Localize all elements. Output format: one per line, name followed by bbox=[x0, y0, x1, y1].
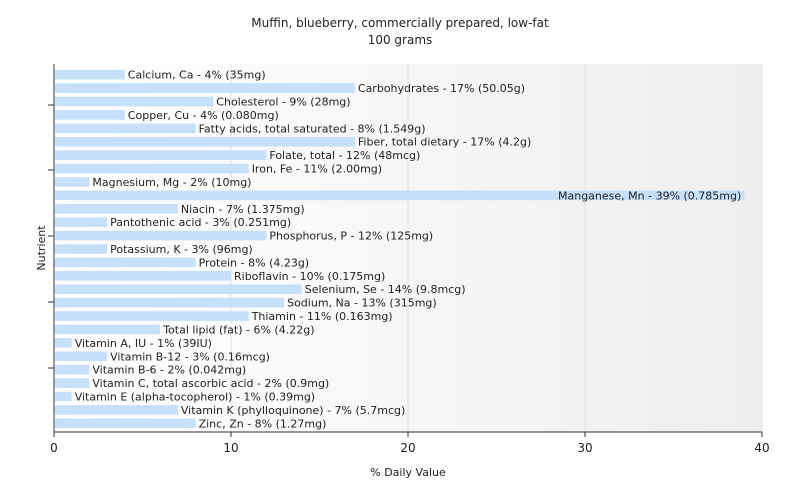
bar bbox=[55, 324, 161, 335]
bar-label: Iron, Fe - 11% (2.00mg) bbox=[252, 163, 382, 176]
bar bbox=[55, 257, 196, 268]
chart-title: Muffin, blueberry, commercially prepared… bbox=[251, 16, 549, 30]
bar-label: Copper, Cu - 4% (0.080mg) bbox=[128, 109, 279, 122]
bar-label: Selenium, Se - 14% (9.8mcg) bbox=[305, 283, 466, 296]
bar-label: Pantothenic acid - 3% (0.251mg) bbox=[110, 216, 291, 229]
bar bbox=[55, 338, 72, 348]
bar-label: Folate, total - 12% (48mcg) bbox=[269, 149, 420, 162]
grid-lines bbox=[230, 64, 763, 432]
bar bbox=[55, 284, 302, 295]
y-axis-ticks bbox=[48, 104, 54, 369]
bar-label-group: Calcium, Ca - 4% (35mg) Carbohydrates - 1… bbox=[75, 69, 742, 431]
bar bbox=[55, 405, 178, 415]
bar-label: Manganese, Mn - 39% (0.785mg) bbox=[558, 189, 741, 202]
bar-label: Calcium, Ca - 4% (35mg) bbox=[128, 69, 266, 82]
bar bbox=[55, 110, 125, 120]
bar-label: Vitamin B-12 - 3% (0.16mcg) bbox=[110, 350, 270, 363]
bar bbox=[55, 297, 285, 308]
bar bbox=[55, 217, 108, 228]
bar-label: Carbohydrates - 17% (50.05g) bbox=[358, 82, 525, 95]
bar bbox=[55, 244, 108, 254]
bar-group bbox=[55, 69, 745, 429]
bar-label: Niacin - 7% (1.375mg) bbox=[181, 203, 305, 216]
bar bbox=[55, 190, 745, 201]
bar-label: Protein - 8% (4.23g) bbox=[199, 256, 310, 269]
bar-label: Vitamin E (alpha-tocopherol) - 1% (0.39m… bbox=[75, 390, 315, 403]
bar bbox=[55, 203, 178, 214]
bar-label: Total lipid (fat) - 6% (4.22g) bbox=[162, 323, 314, 336]
chart-subtitle: 100 grams bbox=[368, 33, 433, 47]
bar-label: Thiamin - 11% (0.163mg) bbox=[251, 310, 393, 323]
x-tick-label: 20 bbox=[400, 441, 415, 455]
bar-label: Vitamin C, total ascorbic acid - 2% (0.9… bbox=[92, 377, 329, 390]
bar bbox=[55, 136, 355, 147]
bar bbox=[55, 364, 90, 375]
x-axis-ticks: 0 10 20 30 40 bbox=[50, 432, 770, 455]
bar bbox=[55, 351, 108, 362]
bar bbox=[55, 177, 90, 187]
bar bbox=[55, 150, 267, 160]
bar bbox=[55, 96, 214, 107]
bar bbox=[55, 123, 196, 134]
bar bbox=[55, 83, 355, 93]
bar bbox=[55, 418, 196, 429]
x-tick-label: 30 bbox=[577, 441, 592, 455]
bar bbox=[55, 391, 72, 402]
bar bbox=[55, 311, 249, 321]
bar-label: Phosphorus, P - 12% (125mg) bbox=[269, 230, 433, 243]
y-axis-title: Nutrient bbox=[35, 225, 48, 271]
bar-label: Cholesterol - 9% (28mg) bbox=[216, 96, 350, 109]
bar-label: Vitamin K (phylloquinone) - 7% (5.7mcg) bbox=[181, 404, 405, 417]
bar-label: Zinc, Zn - 8% (1.27mg) bbox=[199, 417, 327, 430]
bar bbox=[55, 378, 90, 388]
bar-label: Fatty acids, total saturated - 8% (1.549… bbox=[199, 122, 426, 135]
bar-label: Fiber, total dietary - 17% (4.2g) bbox=[358, 136, 531, 149]
bar-label: Vitamin A, IU - 1% (39IU) bbox=[75, 337, 212, 350]
bar bbox=[55, 230, 267, 241]
bar-label: Magnesium, Mg - 2% (10mg) bbox=[92, 176, 251, 189]
bar bbox=[55, 69, 125, 80]
x-tick-label: 40 bbox=[754, 441, 769, 455]
x-tick-label: 0 bbox=[50, 441, 58, 455]
bar-label: Sodium, Na - 13% (315mg) bbox=[287, 297, 437, 310]
x-tick-label: 10 bbox=[223, 441, 238, 455]
bar bbox=[55, 270, 231, 281]
x-axis-title: % Daily Value bbox=[370, 466, 446, 479]
bar-label: Potassium, K - 3% (96mg) bbox=[110, 243, 253, 256]
bar-label: Riboflavin - 10% (0.175mg) bbox=[234, 270, 385, 283]
bar bbox=[55, 163, 249, 174]
bar-label: Vitamin B-6 - 2% (0.042mg) bbox=[92, 364, 246, 377]
